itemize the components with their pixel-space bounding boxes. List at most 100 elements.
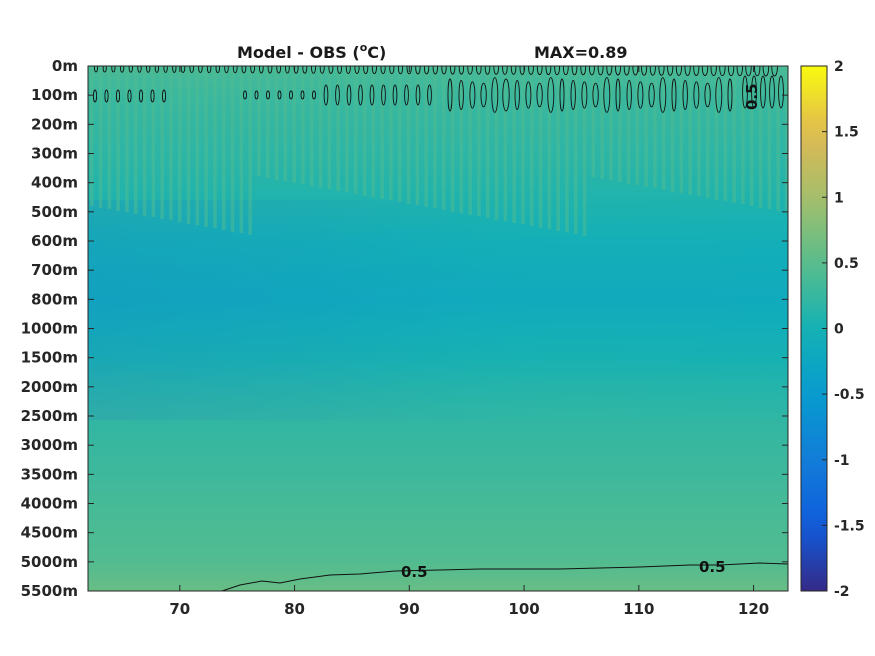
x-axis: 70 80 90 100 110 120 xyxy=(169,66,769,618)
stripe xyxy=(213,66,217,228)
stripe xyxy=(301,66,305,184)
contour-ellipse xyxy=(119,66,125,73)
stripe xyxy=(662,66,666,190)
stripe xyxy=(257,66,261,176)
contour-ellipse xyxy=(592,82,599,108)
colorbar-tick-label: -0.5 xyxy=(834,387,865,403)
stripe xyxy=(222,66,226,230)
contour-ellipse xyxy=(693,81,700,109)
stripe xyxy=(283,66,288,181)
stripe xyxy=(600,66,604,179)
contour-ellipse xyxy=(258,66,264,74)
contour-ellipse xyxy=(266,90,270,100)
contour-ellipse xyxy=(562,66,569,76)
contour-ellipse xyxy=(150,89,155,103)
stripe xyxy=(477,66,481,216)
stripe xyxy=(688,66,692,195)
contour-ellipse xyxy=(254,90,259,100)
stripe xyxy=(248,66,252,235)
stripe xyxy=(371,66,376,197)
contour-ellipse xyxy=(760,75,766,109)
contour-ellipse xyxy=(637,81,644,109)
stripe xyxy=(318,66,323,188)
stripe xyxy=(732,66,736,203)
contour-ellipse xyxy=(469,81,476,109)
stripe xyxy=(239,66,244,233)
stripe xyxy=(178,66,182,222)
stripe xyxy=(556,66,560,231)
contour-ellipse xyxy=(371,66,377,75)
contour-ellipse xyxy=(536,66,543,76)
contour-ellipse xyxy=(441,66,447,75)
colorbar-tick-label: -1 xyxy=(834,453,850,469)
contour-ellipse xyxy=(615,66,621,76)
stripe xyxy=(758,66,763,208)
y-tick-label: 2000m xyxy=(21,378,78,396)
contour-ellipse xyxy=(603,77,611,113)
contour-ellipse xyxy=(571,66,578,76)
y-tick-label: 600m xyxy=(31,232,78,250)
x-tick-label: 100 xyxy=(508,600,539,618)
contour-ellipse xyxy=(754,66,761,77)
colorbar-tick-label: 2 xyxy=(834,59,844,75)
colorbar-tick-label: -1.5 xyxy=(834,518,865,534)
contour-ellipse xyxy=(742,75,748,109)
contour-ellipse xyxy=(432,66,438,75)
stripe xyxy=(195,66,200,225)
colorbar-tick-label: 0.5 xyxy=(834,256,859,272)
stripe xyxy=(345,66,349,192)
stripe xyxy=(274,66,279,180)
contour-ellipse xyxy=(450,66,456,75)
contour-ellipse xyxy=(649,66,656,76)
contour-ellipse xyxy=(224,66,229,74)
contour-ellipse xyxy=(736,66,743,77)
y-tick-label: 0m xyxy=(52,57,78,75)
contour-ellipse xyxy=(423,66,430,75)
contour-ellipse xyxy=(626,79,632,111)
contour-ellipse xyxy=(762,66,770,77)
stripe xyxy=(186,66,191,224)
contour-ellipse xyxy=(172,66,177,73)
contour-ellipse xyxy=(241,66,247,74)
contour-ellipse xyxy=(206,66,212,74)
contour-ellipse xyxy=(491,77,499,113)
stripe xyxy=(486,66,490,218)
plot-area xyxy=(88,66,788,591)
contour-ellipse xyxy=(719,66,726,77)
contour-ellipse xyxy=(345,66,351,74)
contour-ellipse xyxy=(597,66,604,76)
stripe xyxy=(204,66,208,227)
colorbar-tick-label: 1 xyxy=(834,190,844,206)
stripe xyxy=(494,66,499,220)
stripe xyxy=(574,66,578,234)
contour-ellipse xyxy=(447,78,453,112)
y-tick-label: 700m xyxy=(31,261,78,279)
y-tick-label: 5000m xyxy=(21,553,78,571)
contour-ellipse xyxy=(751,75,757,109)
contour-ellipse xyxy=(392,84,398,106)
contour-ellipse xyxy=(285,66,290,74)
contour-ellipse xyxy=(458,66,465,75)
contour-ellipse xyxy=(545,66,552,76)
contour-ellipse xyxy=(232,66,238,74)
stripe xyxy=(679,66,684,193)
contour-ellipse xyxy=(277,90,282,100)
contour-ellipse xyxy=(704,82,711,108)
chart-max-label: MAX=0.89 xyxy=(534,43,628,62)
contour-ellipse xyxy=(519,66,526,75)
stripe xyxy=(169,66,173,220)
contour-ellipse xyxy=(675,66,682,76)
contour-ellipse xyxy=(476,66,482,75)
colorbar-tick-label: 0 xyxy=(834,322,844,338)
contour-ellipse xyxy=(92,89,98,103)
contour-ellipse xyxy=(493,66,499,75)
contour-ellipse xyxy=(404,84,409,106)
contour-ellipse xyxy=(588,66,595,76)
stripe xyxy=(582,66,587,236)
stripe xyxy=(521,66,525,224)
contour-ellipse xyxy=(648,82,655,108)
contour-ellipse xyxy=(727,66,735,77)
contour-ellipse xyxy=(570,79,576,111)
contour-ellipse xyxy=(406,66,412,75)
contour-ellipse xyxy=(189,66,194,74)
